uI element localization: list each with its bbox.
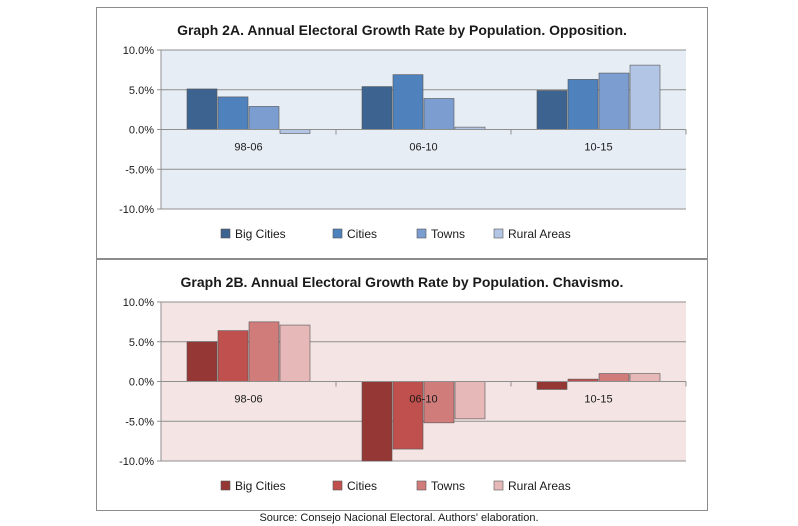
y-tick-label: 0.0% (129, 125, 154, 137)
chart-opposition: 10.0% 5.0% 0.0% -5.0% -10.0% 98-06 06-10 10-15 B… (119, 45, 687, 241)
y-tick-label: 10.0% (123, 297, 154, 309)
bar (536, 90, 568, 130)
bar (248, 321, 280, 382)
legend-swatch (493, 228, 504, 239)
legend-swatch (220, 480, 231, 491)
bar (423, 381, 455, 424)
y-tick-label: -5.0% (125, 416, 154, 428)
legend-swatch (220, 228, 231, 239)
bar (598, 72, 630, 130)
bar (423, 98, 455, 130)
bar (361, 86, 393, 130)
legend-swatch (332, 228, 343, 239)
legend-label: Towns (431, 479, 465, 493)
legend-label: Cities (347, 479, 377, 493)
legend-label: Cities (347, 227, 377, 241)
y-tick-label: 5.0% (129, 337, 154, 349)
category-label: 10-15 (584, 142, 612, 154)
legend-swatch (416, 480, 427, 491)
chart-title: Graph 2B. Annual Electoral Growth Rate b… (180, 274, 624, 290)
category-label: 06-10 (409, 394, 437, 406)
y-tick-label: -10.0% (119, 456, 154, 468)
category-label: 98-06 (234, 142, 262, 154)
chart-title: Graph 2A. Annual Electoral Growth Rate b… (177, 22, 627, 38)
y-tick-label: 0.0% (129, 377, 154, 389)
bar (186, 341, 218, 382)
y-tick-label: 10.0% (123, 45, 154, 57)
y-tick-label: 5.0% (129, 85, 154, 97)
bar (279, 129, 311, 134)
chart-panel-opposition: 10.0% 5.0% 0.0% -5.0% -10.0% 98-06 06-10 10-15 B… (96, 7, 708, 259)
chart-chavismo: 10.0% 5.0% 0.0% -5.0% -10.0% 98-06 06-10 10-15 B… (119, 297, 687, 493)
category-label: 10-15 (584, 394, 612, 406)
legend-swatch (416, 228, 427, 239)
legend-label: Big Cities (235, 227, 286, 241)
bar (217, 330, 249, 382)
legend-label: Towns (431, 227, 465, 241)
bar (279, 324, 311, 382)
bar (536, 381, 568, 390)
bar (361, 381, 393, 462)
y-tick-label: -5.0% (125, 164, 154, 176)
bar (454, 381, 486, 420)
legend-swatch (332, 480, 343, 491)
bar (598, 373, 630, 382)
bar (392, 381, 424, 450)
bar (186, 88, 218, 130)
bar (248, 106, 280, 130)
legend-label: Rural Areas (508, 227, 571, 241)
category-label: 06-10 (409, 142, 437, 154)
bar (567, 79, 599, 130)
source-note: Source: Consejo Nacional Electoral. Auth… (259, 512, 539, 524)
legend-swatch (493, 480, 504, 491)
category-label: 98-06 (234, 394, 262, 406)
y-tick-label: -10.0% (119, 204, 154, 216)
bar (217, 96, 249, 130)
legend-label: Rural Areas (508, 479, 571, 493)
bar (629, 64, 661, 130)
legend-label: Big Cities (235, 479, 286, 493)
chart-panel-chavismo: 10.0% 5.0% 0.0% -5.0% -10.0% 98-06 06-10 10-15 B… (96, 259, 708, 511)
bar (392, 74, 424, 130)
bar (629, 373, 661, 382)
